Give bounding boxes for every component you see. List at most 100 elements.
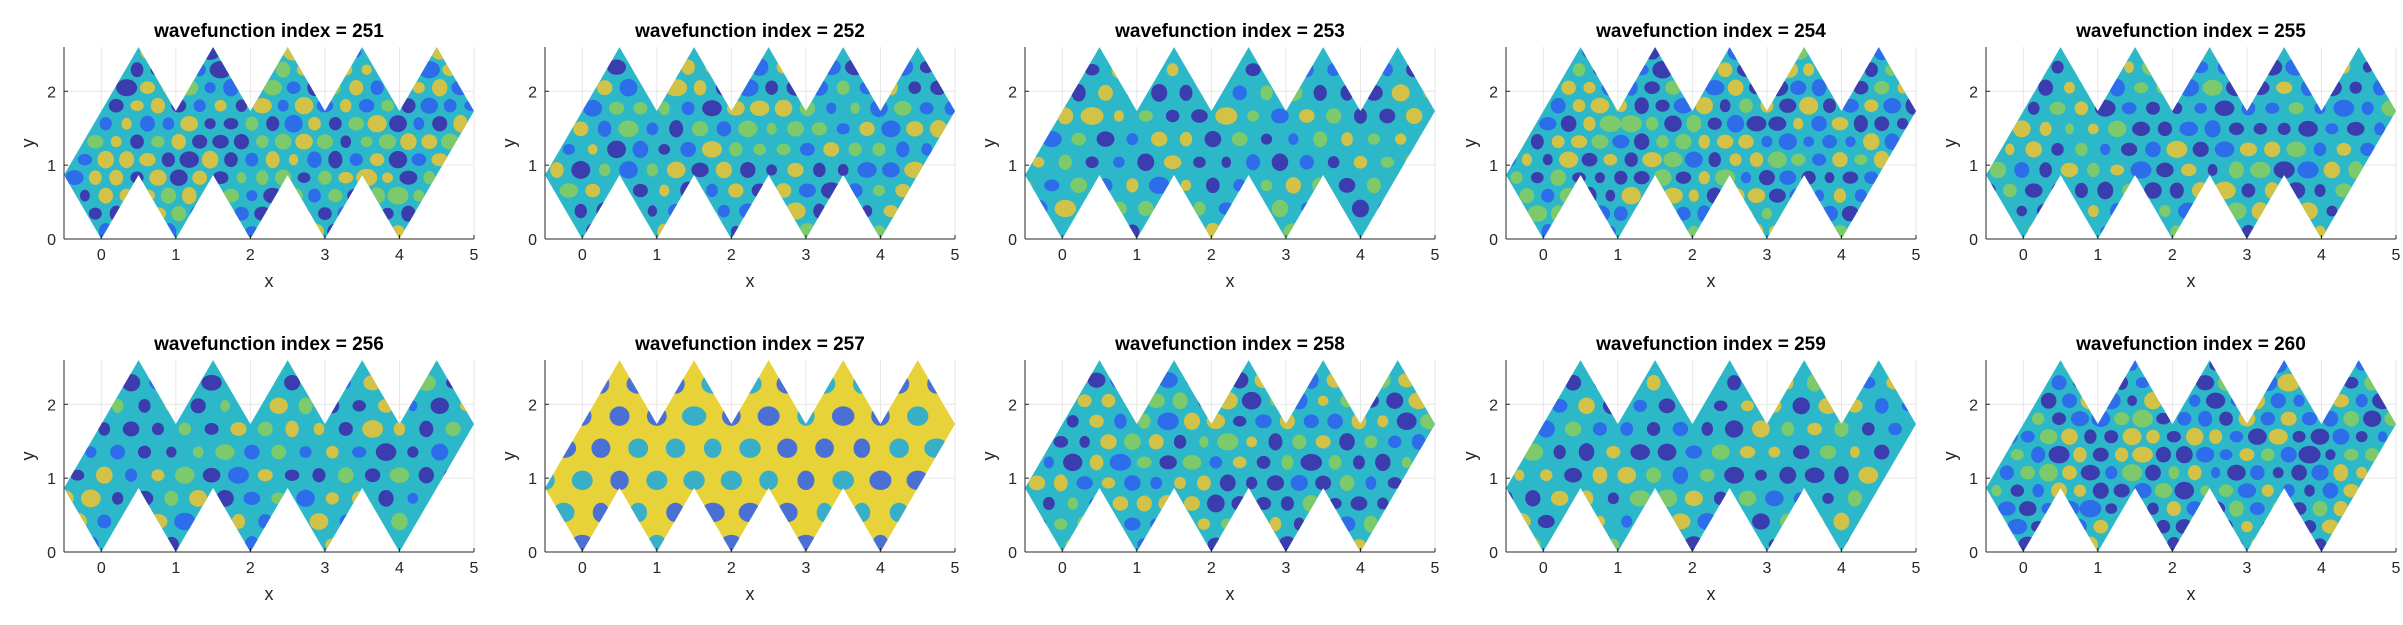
field-blob [2216,223,2233,240]
field-blob [77,153,93,166]
field-blob [776,143,791,156]
field-blob [2080,391,2101,410]
field-blob [1279,413,1295,430]
field-blob [2209,429,2223,444]
field-blob [586,223,600,240]
field-blob [1379,108,1396,124]
field-blob [2103,538,2119,551]
field-blob [1298,109,1315,123]
field-blob [837,163,849,177]
field-blob [2115,375,2128,390]
field-blob [1509,62,1524,77]
field-blob [549,205,564,218]
field-blob [2084,429,2097,444]
field-blob [2302,520,2317,534]
field-blob [1420,180,1435,191]
field-blob [276,61,291,78]
field-blob [1090,537,1103,552]
field-blob [1077,394,1092,408]
field-blob [288,154,299,166]
field-blob [432,490,448,507]
field-blob [815,438,834,458]
field-blob [284,469,300,481]
field-blob [2130,161,2152,179]
field-blob [98,422,111,436]
y-axis-label: y [18,452,38,461]
field-blob [1874,444,1890,460]
field-blob [1411,515,1426,533]
field-blob [416,374,436,391]
field-blob [908,81,922,94]
y-axis-label: y [1940,452,1960,461]
y-axis-label: y [499,139,519,148]
field-blob [1255,414,1272,429]
field-blob [85,446,97,458]
x-tick-label: 3 [801,560,810,577]
field-blob [1288,133,1299,145]
field-blob [245,226,259,237]
field-blob [2219,449,2233,461]
field-blob [2060,162,2079,178]
field-blob [2365,447,2380,462]
field-blob [2178,202,2200,220]
field-blob [67,205,82,222]
field-blob [212,171,229,185]
field-blob [1765,490,1784,507]
field-blob [1391,84,1410,102]
field-blob [370,80,384,96]
field-blob [1561,80,1576,95]
field-blob [928,502,945,523]
field-blob [2041,360,2057,372]
field-blob [1550,490,1569,506]
field-blob [204,82,216,94]
field-blob [192,446,204,458]
field-blob [391,225,405,239]
field-blob [2247,428,2267,445]
field-blob [693,80,707,96]
field-blob [813,203,826,219]
field-blob [1328,497,1342,510]
field-blob [904,161,926,179]
field-blob [2302,375,2318,390]
field-blob [2132,121,2150,137]
field-blob [1398,537,1415,552]
field-blob [1673,374,1688,391]
field-blob [1326,372,1344,388]
field-blob [2343,483,2360,498]
y-tick-label: 0 [1008,545,1017,562]
field-blob [1990,413,2003,425]
field-blob [1635,207,1648,220]
field-blob [2344,376,2359,389]
field-blob [2132,409,2153,428]
field-blob [407,492,419,504]
field-blob [786,79,805,96]
field-blob [1564,421,1582,437]
field-blob [1111,60,1127,79]
field-blob [431,153,449,167]
field-blob [1124,475,1141,491]
field-blob [924,438,949,458]
field-blob [2097,60,2114,74]
field-blob [610,470,629,491]
field-blob [1792,397,1810,415]
x-tick-label: 2 [2168,247,2177,264]
field-blob [1514,469,1525,481]
field-blob [2298,120,2318,137]
field-blob [1887,207,1897,220]
field-blob [2241,225,2256,239]
field-blob [766,122,777,135]
field-blob [1512,375,1527,391]
field-blob [1771,47,1783,58]
field-blob [175,375,194,390]
wavefunction-field [64,360,474,552]
field-blob [2122,428,2142,446]
field-blob [1315,475,1332,491]
field-blob [765,80,778,95]
field-blob [2225,79,2247,97]
field-blob [1150,131,1168,147]
field-blob [316,134,333,149]
field-blob [1877,492,1887,505]
x-tick-label: 1 [2093,560,2102,577]
field-blob [1559,151,1579,168]
field-blob [192,134,208,149]
